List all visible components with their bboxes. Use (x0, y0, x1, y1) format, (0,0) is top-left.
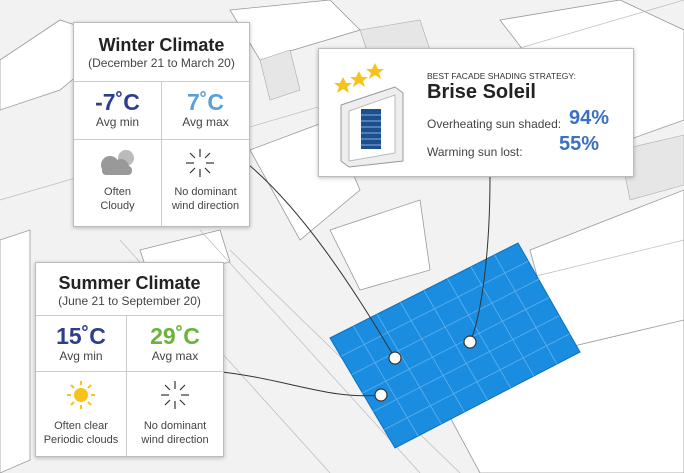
summer-marker (374, 388, 388, 402)
winter-marker (388, 351, 402, 365)
wind: No dominant (143, 420, 207, 432)
dates: (June 21 to September 20) (58, 294, 201, 308)
sky: Periodic clouds (43, 434, 119, 446)
strategy-marker (463, 335, 477, 349)
summer-card: Summer Climate (June 21 to September 20)… (35, 262, 224, 457)
strategy-name: Brise Soleil (427, 81, 536, 103)
plot-grid-line (362, 297, 550, 394)
cloud-icon (101, 150, 134, 175)
max-label: Avg max (151, 349, 199, 363)
max-temp: 29˚C (150, 323, 200, 349)
max-temp: 7˚C (186, 89, 225, 115)
heading: BEST FACADE SHADING STRATEGY: (427, 71, 576, 81)
min-label: Avg min (59, 349, 103, 363)
plot-grid-line (351, 278, 539, 376)
sky: Often (104, 186, 131, 198)
plot-grid-line (383, 333, 570, 431)
min-temp: 15˚C (56, 323, 106, 349)
wind: No dominant (174, 186, 237, 198)
wind: wind direction (141, 434, 209, 446)
sky: Often clear (54, 420, 108, 432)
row-label: Overheating sun shaded: (427, 117, 562, 131)
row-label: Warming sun lost: (427, 145, 523, 159)
sun-icon (67, 381, 95, 409)
strategy-card: BEST FACADE SHADING STRATEGY: Brise Sole… (318, 48, 634, 177)
plot-grid-line (373, 315, 560, 412)
sky: Cloudy (100, 200, 135, 212)
row-value: 94% (569, 107, 610, 129)
min-temp: -7˚C (95, 89, 140, 115)
facade-icon (334, 63, 404, 168)
wind-icon (161, 381, 189, 409)
min-label: Avg min (95, 115, 140, 129)
title: Summer Climate (58, 273, 201, 293)
title: Winter Climate (98, 35, 225, 55)
winter-card: Winter Climate (December 21 to March 20)… (73, 22, 250, 227)
wind: wind direction (171, 200, 240, 212)
row-value: 55% (559, 133, 600, 155)
max-label: Avg max (182, 115, 229, 129)
dates: (December 21 to March 20) (88, 56, 235, 70)
plot-grid-line (340, 260, 529, 357)
wind-icon (186, 149, 214, 177)
